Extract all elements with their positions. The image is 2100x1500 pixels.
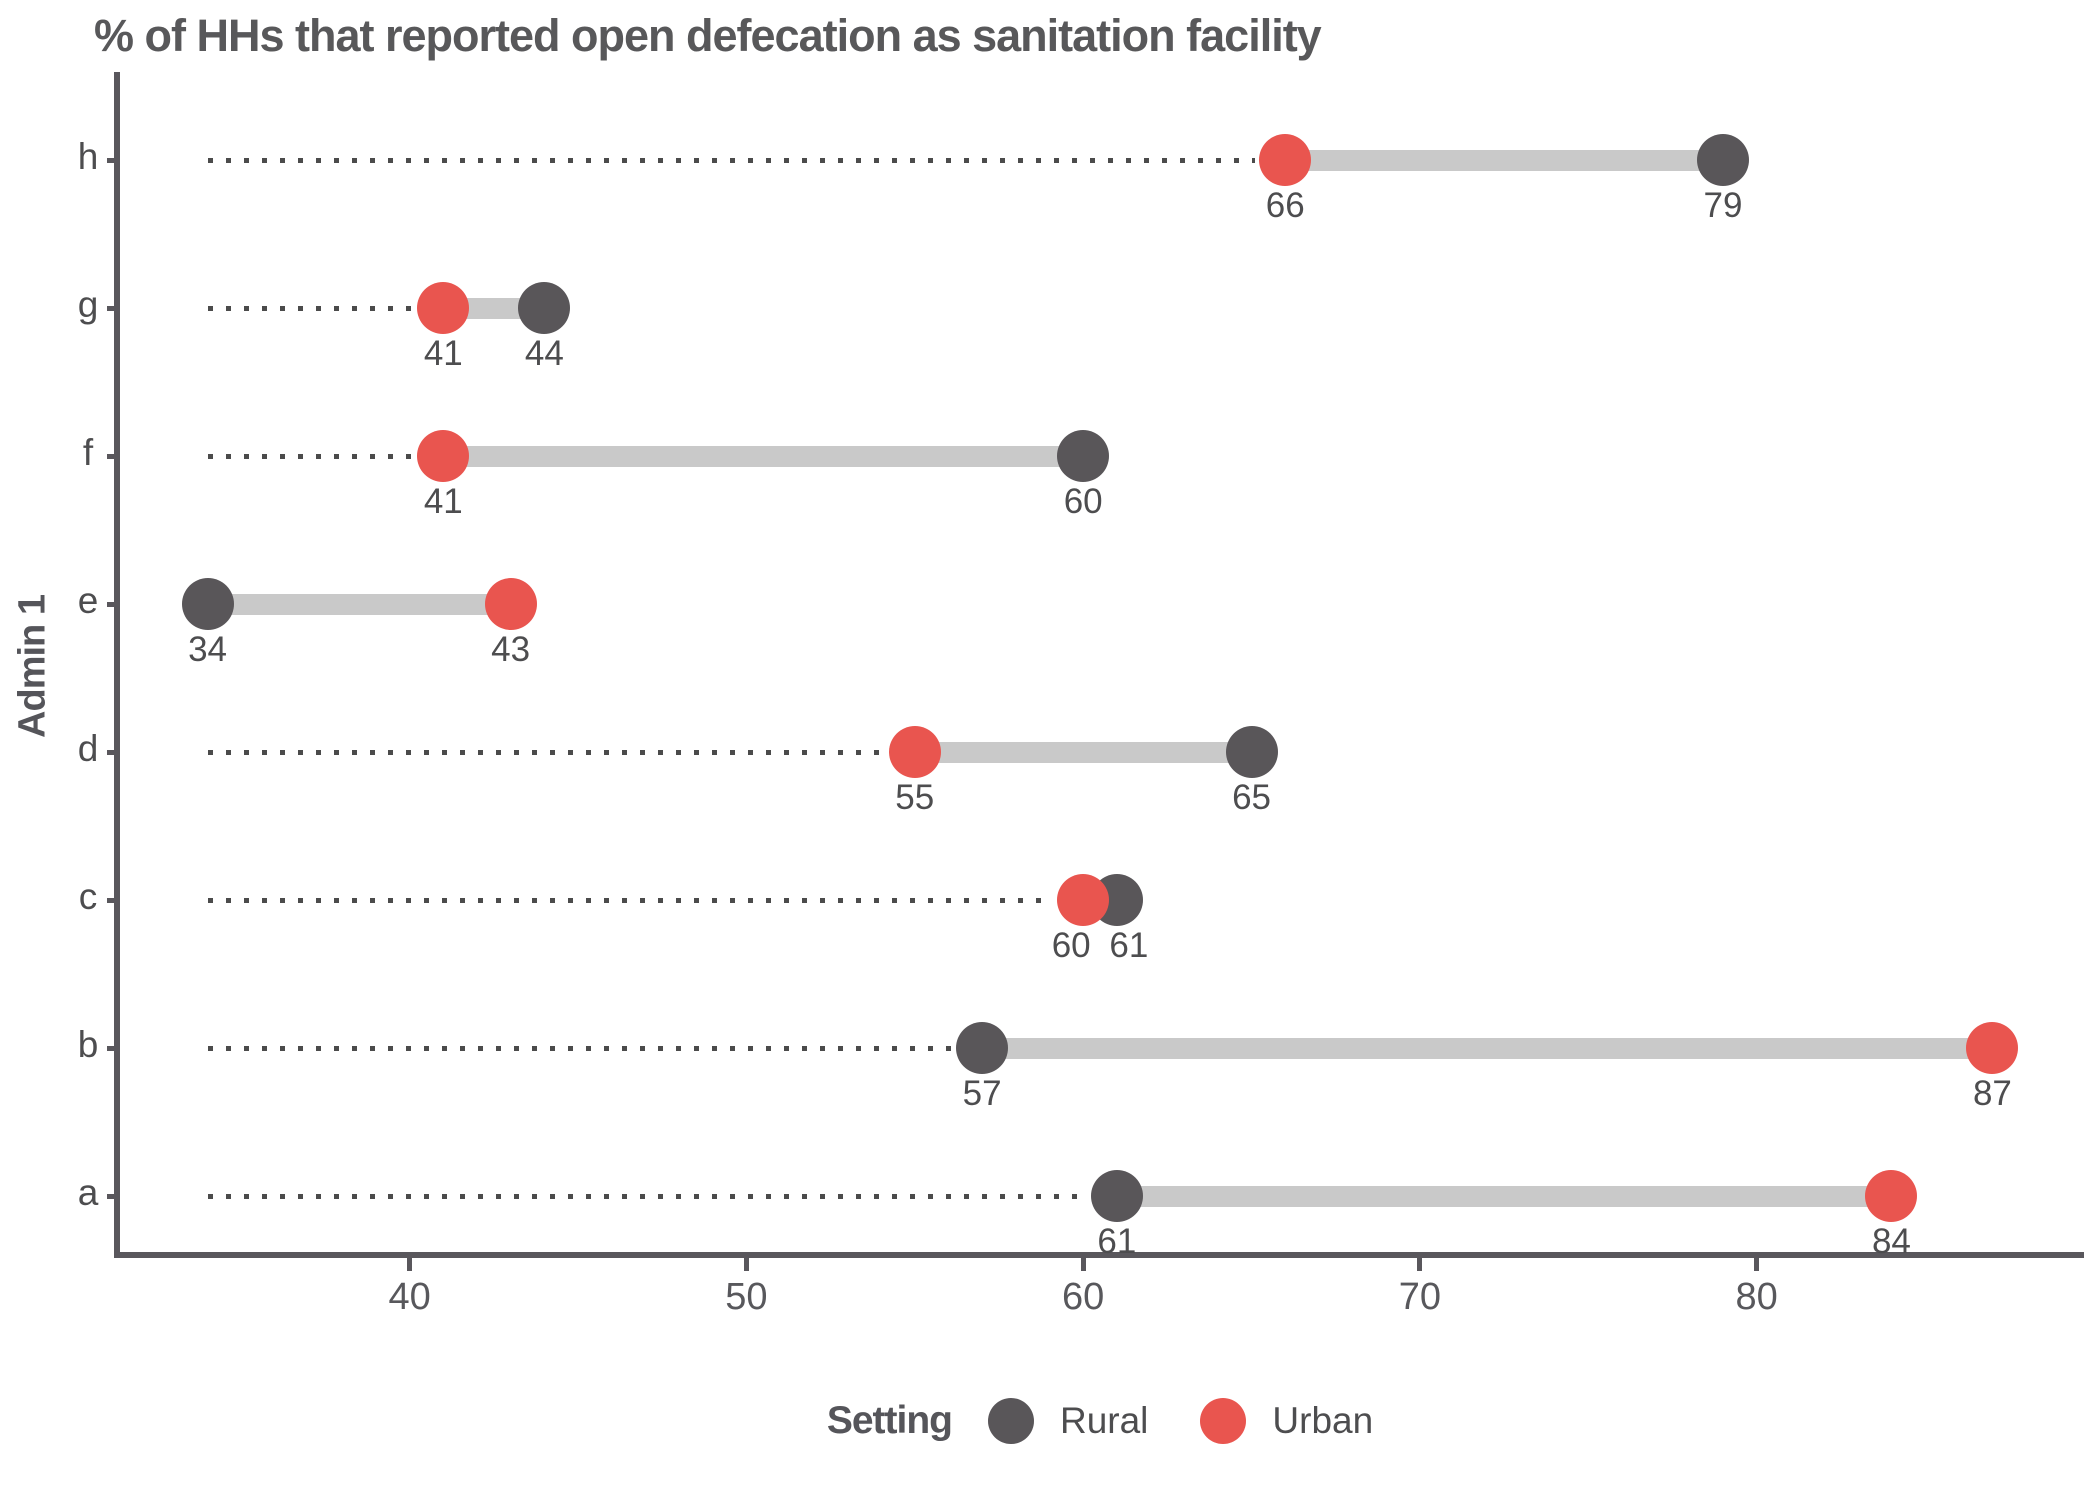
rural-dot <box>956 1022 1009 1074</box>
urban-value-label: 84 <box>1871 1222 1911 1261</box>
leader-dotted-line <box>207 453 414 459</box>
rural-value-label: 44 <box>524 334 564 373</box>
legend-item-rural: Rural <box>987 1398 1149 1444</box>
y-category-label: e <box>77 580 99 621</box>
rural-dot <box>181 578 234 630</box>
rural-value-label: 61 <box>1109 926 1149 965</box>
rural-value-label: 60 <box>1063 482 1103 521</box>
urban-dot <box>1966 1022 2019 1074</box>
urban-value-label: 41 <box>423 482 463 521</box>
leader-dotted-line <box>207 157 1256 163</box>
rural-dot <box>1090 1170 1143 1222</box>
y-category-label: f <box>82 432 94 473</box>
urban-swatch-icon <box>1200 1398 1247 1444</box>
rural-value-label: 61 <box>1097 1222 1137 1261</box>
urban-dot <box>888 726 941 778</box>
y-tick-mark <box>107 157 120 163</box>
legend: Setting Rural Urban <box>120 1398 2080 1444</box>
urban-value-label: 55 <box>895 778 935 817</box>
y-tick-mark <box>107 601 120 607</box>
y-category-label: c <box>78 876 98 917</box>
y-category-label: g <box>77 284 99 325</box>
urban-dot <box>1057 874 1110 926</box>
x-tick-label: 40 <box>388 1276 431 1318</box>
x-tick-mark <box>1754 1252 1760 1271</box>
x-tick-label: 80 <box>1735 1276 1778 1318</box>
leader-dotted-line <box>207 305 414 311</box>
y-category-label: a <box>77 1172 99 1213</box>
y-category-label: d <box>77 728 99 769</box>
y-category-label: h <box>77 136 99 177</box>
urban-value-label: 41 <box>423 334 463 373</box>
y-category-label: b <box>77 1024 99 1065</box>
x-tick-label: 70 <box>1398 1276 1442 1318</box>
legend-label: Urban <box>1272 1400 1374 1441</box>
legend-title: Setting <box>826 1399 953 1442</box>
connector-bar <box>1285 149 1724 171</box>
leader-dotted-line <box>207 1193 1087 1199</box>
rural-dot <box>1225 726 1278 778</box>
urban-value-label: 66 <box>1265 186 1305 225</box>
rural-value-label: 34 <box>188 630 228 669</box>
rural-value-label: 79 <box>1703 186 1743 225</box>
rural-value-label: 57 <box>962 1074 1002 1113</box>
connector-bar <box>914 741 1252 763</box>
chart-title: % of HHs that reported open defecation a… <box>94 10 1322 61</box>
rural-swatch-icon <box>987 1398 1034 1444</box>
y-tick-mark <box>107 453 120 459</box>
urban-dot <box>417 430 470 482</box>
y-tick-mark <box>107 749 120 755</box>
urban-dot <box>1259 134 1312 186</box>
urban-value-label: 60 <box>1051 926 1091 965</box>
urban-dot <box>417 282 470 334</box>
x-tick-label: 60 <box>1062 1276 1105 1318</box>
y-tick-mark <box>107 305 120 311</box>
connector-bar <box>982 1037 1993 1059</box>
y-axis-line <box>114 72 120 1258</box>
legend-item-urban: Urban <box>1200 1398 1373 1444</box>
rural-value-label: 65 <box>1232 778 1271 817</box>
x-tick-mark <box>1417 1252 1423 1271</box>
urban-dot <box>1865 1170 1918 1222</box>
x-axis-line <box>114 1252 2084 1258</box>
y-tick-mark <box>107 1045 120 1051</box>
rural-dot <box>1057 430 1110 482</box>
x-tick-mark <box>407 1252 413 1271</box>
urban-dot <box>484 578 537 630</box>
leader-dotted-line <box>207 749 885 755</box>
x-tick-label: 50 <box>725 1276 768 1318</box>
rural-dot <box>1697 134 1750 186</box>
urban-value-label: 43 <box>491 630 531 669</box>
y-tick-mark <box>107 897 120 903</box>
connector-bar <box>443 445 1084 467</box>
y-tick-mark <box>107 1193 120 1199</box>
y-axis-label: Admin 1 <box>11 595 54 738</box>
x-tick-mark <box>743 1252 749 1271</box>
x-tick-mark <box>1080 1252 1086 1271</box>
urban-value-label: 87 <box>1972 1074 2012 1113</box>
rural-dot <box>518 282 571 334</box>
legend-label: Rural <box>1059 1400 1149 1441</box>
connector-bar <box>1116 1185 1892 1207</box>
connector-bar <box>207 593 511 615</box>
leader-dotted-line <box>207 897 1054 903</box>
leader-dotted-line <box>207 1045 953 1051</box>
